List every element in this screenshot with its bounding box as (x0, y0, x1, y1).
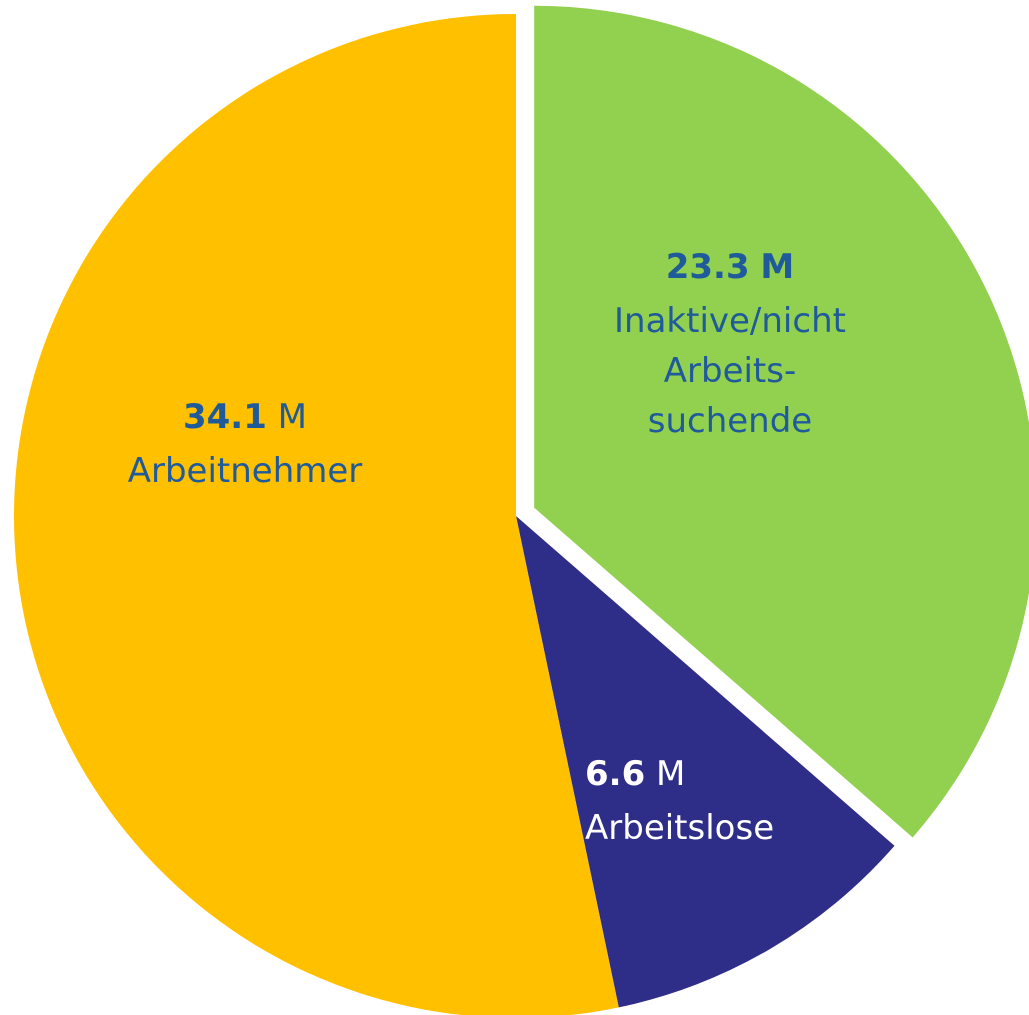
value: 6.6 (585, 754, 645, 794)
pie-slice (14, 14, 619, 1015)
unit: M (278, 397, 307, 437)
unit: M (656, 754, 685, 794)
value-label: 23.3 M (666, 247, 795, 287)
category-label: Arbeitnehmer (128, 451, 363, 491)
category-label: Inaktive/nicht Arbeits-suchende (614, 301, 846, 441)
value-label: 34.1 M (183, 397, 307, 437)
value-label: 6.6 M (585, 754, 685, 794)
pie-slice (534, 5, 1029, 838)
value: 23.3 (666, 247, 750, 287)
unit: M (760, 247, 794, 287)
value: 34.1 (183, 397, 267, 437)
pie-slice (516, 516, 895, 1008)
category-label: Arbeitslose (585, 808, 774, 848)
